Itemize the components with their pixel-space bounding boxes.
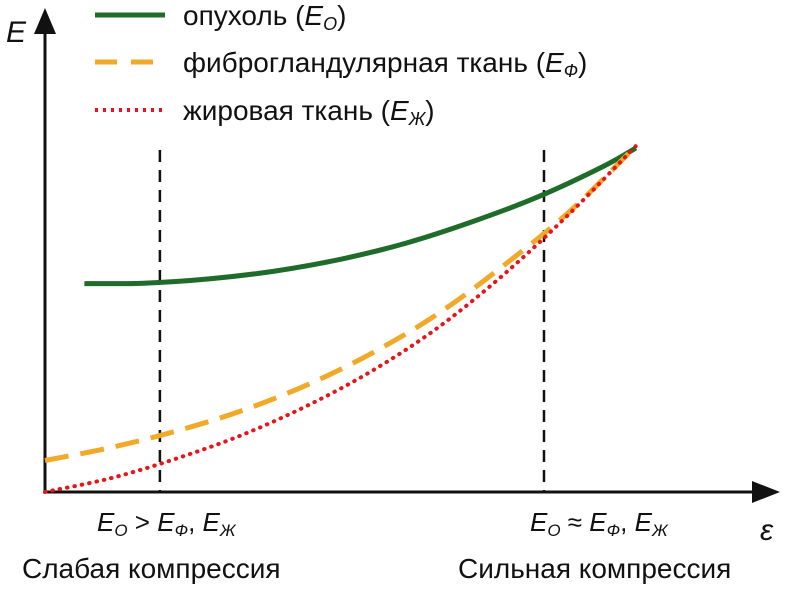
series-group (43, 144, 638, 494)
annotation-strong: EO ≈ EФ, EЖ (530, 507, 669, 540)
reference-lines (158, 150, 546, 492)
x-axis-arrow (752, 481, 780, 503)
axes: E ε (6, 8, 780, 547)
series-line-fat (43, 144, 638, 494)
y-axis-label: E (6, 16, 27, 49)
legend: опухоль (EO) фиброгландулярная ткань (EФ… (95, 0, 587, 129)
series-line-fibroglandular (44, 144, 638, 463)
series-line-tumor (84, 145, 638, 287)
legend-label-fat: жировая ткань (EЖ) (183, 95, 435, 129)
y-axis-arrow (34, 8, 56, 34)
caption-strong: Сильная компрессия (458, 553, 731, 584)
caption-weak: Слабая компрессия (22, 553, 281, 584)
annotation-weak: EO > EФ, EЖ (97, 507, 237, 540)
legend-label-tumor: опухоль (EO) (183, 0, 346, 34)
x-axis-label: ε (760, 514, 774, 547)
legend-label-fibro: фиброгландулярная ткань (EФ) (183, 47, 587, 81)
